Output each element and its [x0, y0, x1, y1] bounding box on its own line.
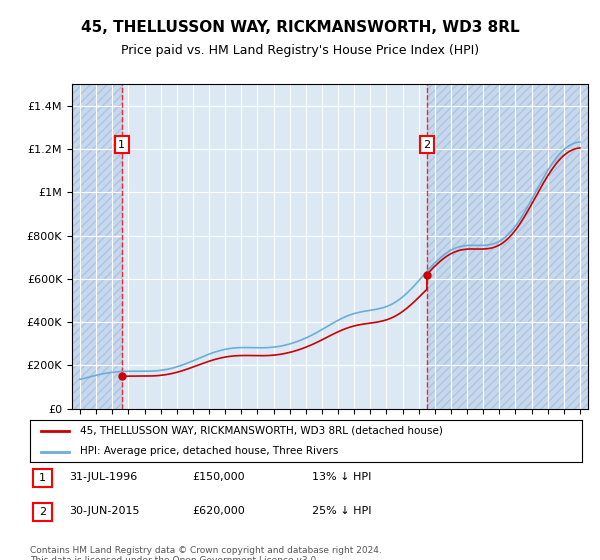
Text: 25% ↓ HPI: 25% ↓ HPI [312, 506, 371, 516]
Text: 2: 2 [39, 507, 46, 517]
Text: 13% ↓ HPI: 13% ↓ HPI [312, 472, 371, 482]
Text: 45, THELLUSSON WAY, RICKMANSWORTH, WD3 8RL (detached house): 45, THELLUSSON WAY, RICKMANSWORTH, WD3 8… [80, 426, 443, 436]
Text: £620,000: £620,000 [192, 506, 245, 516]
Text: £150,000: £150,000 [192, 472, 245, 482]
Text: 30-JUN-2015: 30-JUN-2015 [69, 506, 139, 516]
Text: 1: 1 [39, 473, 46, 483]
Text: 45, THELLUSSON WAY, RICKMANSWORTH, WD3 8RL: 45, THELLUSSON WAY, RICKMANSWORTH, WD3 8… [80, 20, 520, 35]
Text: 1: 1 [118, 139, 125, 150]
Text: 31-JUL-1996: 31-JUL-1996 [69, 472, 137, 482]
Bar [427, 84, 588, 409]
Text: Price paid vs. HM Land Registry's House Price Index (HPI): Price paid vs. HM Land Registry's House … [121, 44, 479, 57]
Text: Contains HM Land Registry data © Crown copyright and database right 2024.
This d: Contains HM Land Registry data © Crown c… [30, 546, 382, 560]
Text: HPI: Average price, detached house, Three Rivers: HPI: Average price, detached house, Thre… [80, 446, 338, 456]
Bar [72, 84, 122, 409]
Text: 2: 2 [423, 139, 430, 150]
